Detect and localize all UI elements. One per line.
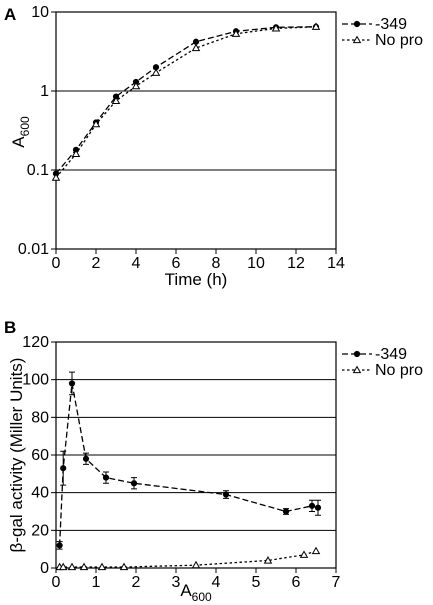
panel-b-series-no-pro-point — [97, 562, 107, 571]
panel-a-x-tick-label: 14 — [327, 255, 345, 272]
panel-a-x-axis-label: Time (h) — [165, 270, 228, 289]
panel-a-x-tick-label: 8 — [212, 255, 221, 272]
panel-b-series-no-pro-line — [59, 550, 317, 568]
panel-b-series-349-point — [82, 455, 90, 462]
panel-a-legend-marker — [352, 35, 362, 44]
panel-b-grid — [56, 379, 336, 531]
panel-a-y-tick-label: 0.01 — [18, 241, 49, 258]
panel-a-series-no-pro-point — [71, 149, 81, 157]
panel-b-x-tick-label: 4 — [212, 574, 221, 591]
panel-a-x-tick-label: 10 — [247, 255, 265, 272]
panel-a-series-349-point — [192, 38, 200, 45]
panel-a-x-tick-label: 12 — [287, 255, 305, 272]
panel-a-series-no-pro-point — [231, 29, 241, 37]
panel-b-y-tick-label: 80 — [31, 409, 49, 426]
panel-a-series-no-pro-point — [151, 68, 161, 76]
panel-a-legend-label: No pro — [375, 32, 423, 49]
panel-b-y-tick-label: 120 — [22, 334, 49, 351]
panel-b-x-tick-label: 5 — [252, 574, 261, 591]
panel-a-y-axis-label: A600 — [9, 116, 32, 148]
panel-b-series-no-pro — [55, 546, 321, 571]
panel-a-series-no-pro — [51, 22, 321, 181]
panel-b-y-tick-label: 20 — [31, 522, 49, 539]
panel-a-x-tick-label: 6 — [172, 255, 181, 272]
panel-a-grid — [56, 90, 336, 171]
panel-b-x-tick-label: 2 — [132, 574, 141, 591]
panel-a-x-tick-label: 2 — [92, 255, 101, 272]
panel-b-y-tick-label: 0 — [40, 560, 49, 577]
panel-b-series-349-point — [102, 474, 110, 481]
panel-a-series-349-line — [55, 26, 317, 175]
panel-b-series-no-pro-point — [311, 546, 321, 555]
panel-b-legend-label: -349 — [375, 346, 407, 363]
panel-a-y-tick-label: 1 — [40, 83, 49, 100]
panel-b-series-349-point — [56, 542, 63, 549]
panel-a-legend-marker — [353, 20, 361, 28]
panel-b-label: B — [4, 318, 16, 337]
panel-b-series-349-point — [130, 480, 138, 487]
panel-b-x-axis-label: A600 — [180, 581, 212, 604]
panel-b-x-tick-label: 6 — [292, 574, 301, 591]
panel-b-y-tick-label: 60 — [31, 447, 49, 464]
panel-b-y-tick-label: 40 — [31, 485, 49, 502]
panel-b-x-tick-label: 7 — [332, 574, 341, 591]
panel-b-y-axis-label: β-gal activity (Miller Units) — [7, 358, 26, 553]
panel-b-series-no-pro-point — [58, 562, 68, 571]
panel-b-series-349-point — [68, 380, 76, 387]
panel-a-series-no-pro-point — [191, 43, 201, 52]
panel-b-y-tick-label: 100 — [22, 372, 49, 389]
panel-a-label: A — [4, 5, 16, 24]
panel-b-series-349 — [56, 371, 322, 550]
panel-b-x-tick-label: 3 — [172, 574, 181, 591]
panel-b-series-349-point — [60, 465, 67, 472]
panel-a-y-tick-label: 0.1 — [27, 162, 49, 179]
panel-a-series-349 — [52, 23, 320, 177]
panel-a-x-tick-label: 4 — [132, 255, 141, 272]
panel-a-series-no-pro-point — [111, 96, 121, 104]
panel-b-legend-marker — [353, 350, 361, 358]
panel-a-x-tick-label: 0 — [52, 255, 61, 272]
panel-b-x-tick-label: 1 — [92, 574, 101, 591]
panel-b-series-no-pro-point — [67, 562, 77, 571]
panel-a-series-no-pro-point — [91, 119, 101, 128]
panel-a-series-no-pro-point — [311, 22, 321, 30]
panel-b-series-no-pro-point — [263, 556, 273, 564]
panel-a-series-no-pro-point — [271, 23, 281, 32]
panel-b-series-no-pro-point — [79, 562, 89, 571]
panel-b-series-no-pro-point — [299, 550, 309, 558]
panel-b-series-349-point — [222, 491, 230, 498]
panel-a-plot-frame — [55, 11, 337, 250]
panel-b-legend-label: No pro — [375, 362, 423, 379]
panel-a-series-no-pro-point — [51, 173, 61, 181]
panel-b-legend-marker — [352, 365, 362, 374]
panel-b-series-no-pro-point — [191, 560, 201, 569]
panel-b-series-349-point — [308, 502, 316, 509]
panel-b-series-no-pro-point — [119, 562, 129, 571]
panel-b-series-349-point — [314, 504, 322, 511]
panel-b-series-349-line — [58, 383, 319, 546]
panel-a-y-tick-label: 10 — [31, 4, 49, 21]
panel-b-series-349-point — [282, 508, 290, 515]
panel-a-legend-label: -349 — [375, 16, 407, 33]
panel-a-series-no-pro-line — [55, 26, 317, 179]
panel-b-x-tick-label: 0 — [52, 574, 61, 591]
panel-a-series-no-pro-point — [131, 81, 141, 90]
